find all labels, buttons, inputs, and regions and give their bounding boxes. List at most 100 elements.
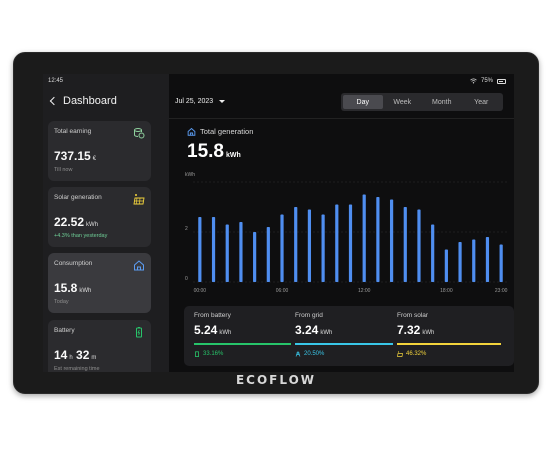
source-value: 3.24 kWh [295, 323, 333, 337]
chart-bar [389, 199, 394, 282]
coins-icon [134, 128, 145, 139]
x-tick-label: 18:00 [440, 288, 453, 294]
page-title: Dashboard [63, 95, 117, 107]
card-value: 22.52 kWh [54, 215, 99, 229]
source-bar-solar [397, 343, 501, 345]
pct-text: 33.16% [203, 351, 224, 357]
card-solar-generation[interactable]: Solar generation 22.52 kWh +4.3% than yes… [48, 187, 151, 247]
x-tick-label: 00:00 [194, 288, 207, 294]
source-label: From grid [295, 312, 323, 319]
chart-bar [211, 217, 216, 282]
chart-bar [266, 227, 270, 282]
total-generation-value: 15.8 kWh [187, 141, 241, 162]
solar-panel-icon [133, 194, 145, 205]
solar-panel-icon [397, 351, 403, 357]
home-icon [134, 260, 144, 271]
card-subtitle: +4.3% than yesterday [54, 233, 108, 239]
y-tick-label: 0 [185, 276, 188, 282]
chart-bar [485, 237, 490, 282]
chart-bar [403, 207, 407, 282]
battery-status-icon [497, 78, 506, 84]
energy-sources-panel: From battery 5.24 kWh From grid 3.24 kWh F… [184, 306, 514, 366]
source-value: 7.32 kWh [397, 323, 435, 337]
chart-bar [458, 242, 462, 282]
source-pct-grid: 20.50% [295, 351, 324, 357]
source-label: From battery [194, 312, 231, 319]
total-generation-label: Total generation [187, 127, 253, 136]
pct-text: 46.32% [406, 351, 427, 357]
tab-month[interactable]: Month [432, 98, 452, 106]
chart-bar [335, 204, 339, 282]
card-title: Total earning [54, 128, 92, 135]
card-total-earning[interactable]: Total earning 737.15 € Till now [48, 121, 151, 181]
header-divider [169, 118, 514, 119]
grid-tower-icon [295, 351, 301, 357]
source-pct-solar: 46.32% [397, 351, 426, 357]
total-generation-text: Total generation [200, 127, 254, 136]
main-panel: 75% Jul 25, 2023 Day Week Month Year Tot… [169, 74, 514, 372]
chart-bar [472, 239, 476, 282]
screen: 12:45 Dashboard Total earning 737.15 € Ti… [43, 74, 514, 372]
brand-logo: ECOFLOW [235, 373, 317, 387]
y-axis-unit: kWh [185, 172, 195, 178]
chevron-left-icon [49, 96, 59, 106]
tab-week[interactable]: Week [393, 98, 412, 106]
card-consumption[interactable]: Consumption 15.8 kWh Today [48, 253, 151, 313]
source-pct-battery: 33.16% [194, 351, 223, 357]
chart-bar [417, 209, 421, 282]
source-bar-battery [194, 343, 291, 345]
source-label: From solar [397, 312, 429, 319]
generation-bar-chart: kWh 0 2 00:00 06:00 12:00 18:00 23:00 [185, 172, 508, 294]
card-subtitle: Est remaining time [54, 366, 100, 372]
date-selector[interactable]: Jul 25, 2023 [175, 98, 226, 105]
tablet-device: 12:45 Dashboard Total earning 737.15 € Ti… [13, 52, 539, 394]
card-title: Consumption [54, 260, 93, 267]
card-title: Solar generation [54, 194, 102, 201]
chart-bar [294, 207, 298, 282]
back-button[interactable]: Dashboard [49, 95, 117, 107]
pct-text: 20.50% [304, 351, 325, 357]
y-tick-label: 2 [185, 226, 188, 232]
tab-year[interactable]: Year [474, 98, 489, 106]
source-solar: From solar 7.32 kWh [397, 312, 434, 337]
card-value: 15.8 kWh [54, 281, 92, 295]
card-subtitle: Till now [54, 167, 73, 173]
chart-bar [376, 197, 380, 282]
x-tick-label: 06:00 [276, 288, 289, 294]
tab-day[interactable]: Day [343, 95, 383, 109]
chart-bar [239, 222, 243, 282]
chart-bar [280, 214, 284, 282]
chart-bar [253, 232, 257, 282]
chart-bar [307, 209, 312, 282]
sidebar: 12:45 Dashboard Total earning 737.15 € Ti… [43, 74, 169, 372]
battery-charge-icon [136, 327, 142, 338]
chart-bar [431, 224, 435, 282]
card-battery[interactable]: Battery 14 h 32 m Est remaining time [48, 320, 151, 372]
card-value: 14 h 32 m [54, 348, 97, 362]
source-bar-grid [295, 343, 393, 345]
period-tabs: Day Week Month Year [341, 93, 503, 111]
source-value: 5.24 kWh [194, 323, 232, 337]
card-value: 737.15 € [54, 149, 97, 163]
chart-bar [321, 214, 325, 282]
date-label: Jul 25, 2023 [175, 98, 214, 105]
source-battery: From battery 5.24 kWh [194, 312, 231, 337]
wifi-icon [470, 78, 477, 84]
chart-bar [444, 249, 448, 282]
x-tick-label: 12:00 [358, 288, 371, 294]
card-subtitle: Today [54, 299, 69, 305]
home-icon [187, 127, 196, 136]
battery-icon [195, 351, 199, 357]
battery-percent: 75% [480, 78, 493, 84]
chart-bar [348, 204, 353, 282]
status-indicators: 75% [470, 78, 506, 84]
source-grid: From grid 3.24 kWh [295, 312, 332, 337]
chart-bar [362, 194, 366, 282]
caret-down-icon [219, 100, 226, 103]
status-time: 12:45 [48, 78, 64, 84]
chart-bar [499, 244, 503, 282]
x-tick-label: 23:00 [495, 288, 508, 294]
chart-bar [198, 217, 202, 282]
card-title: Battery [54, 327, 75, 334]
chart-bar [225, 224, 229, 282]
